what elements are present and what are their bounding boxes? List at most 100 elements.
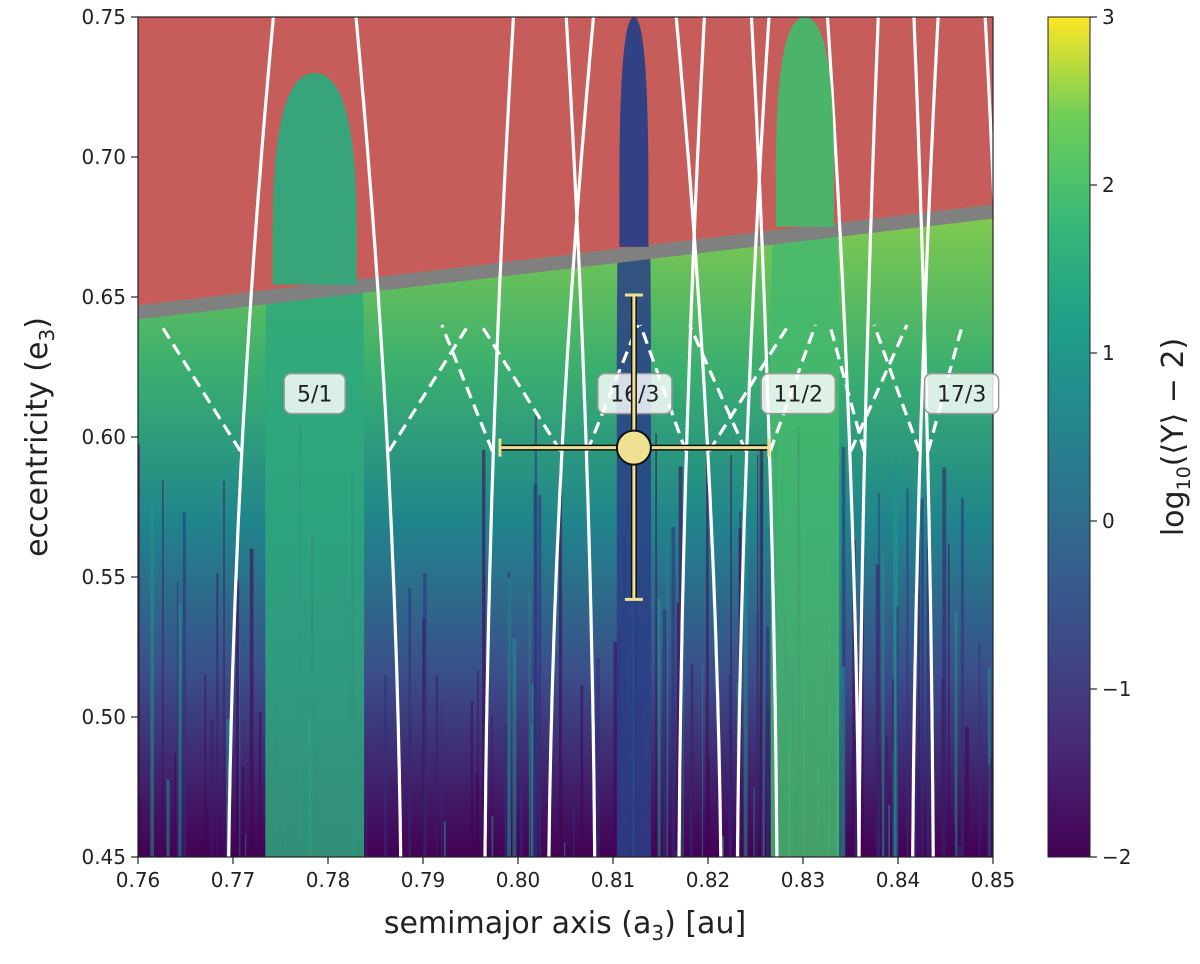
separatrix-dashed: [872, 324, 921, 452]
colorbar-tick-label: −1: [1102, 677, 1131, 701]
texture-streak: [942, 467, 947, 857]
resonance-label-5-1: 5/1: [297, 383, 332, 408]
texture-streak: [892, 678, 894, 857]
texture-streak: [953, 824, 955, 857]
resonance-plume-upper: [619, 17, 649, 247]
texture-streak: [838, 492, 843, 857]
texture-streak: [701, 664, 704, 857]
texture-streak: [766, 626, 769, 857]
x-tick-label: 0.82: [686, 868, 731, 892]
texture-streak: [162, 480, 164, 857]
texture-streak: [759, 450, 764, 857]
texture-streak: [409, 727, 411, 857]
separatrix-curve: [227, 17, 275, 857]
texture-streak: [580, 685, 584, 857]
separatrix-curve: [911, 17, 940, 857]
resonance-separatrices: [159, 17, 1049, 857]
texture-streak: [423, 573, 427, 857]
texture-streak: [491, 716, 493, 857]
texture-streak: [383, 675, 388, 857]
x-tick-label: 0.84: [876, 868, 921, 892]
texture-streak: [854, 706, 859, 857]
separatrix-curve: [674, 17, 723, 857]
planet-marker-dot: [615, 429, 652, 466]
texture-streak: [676, 602, 679, 857]
resonance-label-box: [283, 372, 346, 415]
texture-streak: [531, 684, 534, 857]
x-tick-label: 0.79: [401, 868, 446, 892]
texture-streak: [408, 588, 412, 857]
heatmap-plot-area: [138, 17, 1049, 857]
colorbar-tick-label: 0: [1102, 509, 1115, 533]
texture-streak: [435, 674, 439, 857]
texture-streak: [673, 849, 678, 857]
texture-streak: [861, 552, 864, 857]
colorbar-gradient: [1047, 16, 1091, 858]
texture-streak: [512, 638, 517, 857]
texture-streak: [875, 564, 880, 857]
texture-streak: [965, 726, 969, 857]
texture-streak: [987, 667, 991, 857]
texture-streak: [239, 637, 241, 857]
texture-streak: [559, 468, 563, 857]
y-tick-label: 0.55: [81, 565, 126, 589]
texture-streak: [888, 805, 891, 857]
colorbar-tick-label: 2: [1102, 173, 1115, 197]
x-tick-label: 0.77: [211, 868, 256, 892]
x-tick-label: 0.76: [116, 868, 161, 892]
texture-streak: [519, 782, 523, 857]
texture-streak: [690, 663, 694, 857]
x-axis-title: semimajor axis (a3) [au]: [384, 906, 746, 945]
texture-streak: [482, 450, 486, 857]
texture-streak: [893, 471, 898, 857]
separatrix-dashed: [387, 324, 470, 452]
texture-streak: [852, 539, 856, 857]
texture-streak: [226, 719, 230, 857]
y-tick-label: 0.45: [81, 845, 126, 869]
texture-streak: [671, 527, 676, 857]
texture-streak: [706, 442, 709, 857]
texture-streak: [443, 821, 446, 857]
y-tick-label: 0.70: [81, 145, 126, 169]
texture-streak: [841, 446, 846, 857]
texture-streak: [666, 533, 669, 857]
texture-streak: [475, 773, 479, 857]
separatrix-curve: [483, 17, 516, 857]
separatrix-dashed: [707, 324, 790, 452]
separatrix-dashed: [1004, 325, 1049, 451]
texture-streak: [528, 591, 531, 857]
separatrix-dashed: [688, 324, 748, 452]
separatrix-dashed: [849, 324, 909, 452]
separatrix-curve: [857, 17, 880, 857]
y-tick-label: 0.50: [81, 705, 126, 729]
texture-streak: [573, 802, 575, 857]
colorbar-tick-label: 1: [1102, 341, 1115, 365]
texture-streak: [182, 512, 186, 857]
texture-streak: [564, 842, 566, 857]
colorbar-tick-label: −2: [1102, 845, 1131, 869]
texture-streak: [470, 701, 473, 857]
y-tick-label: 0.75: [81, 5, 126, 29]
texture-streak: [657, 598, 661, 857]
texture-streak: [720, 836, 724, 857]
texture-streak: [249, 548, 254, 857]
texture-streak: [176, 582, 179, 857]
texture-streak: [987, 764, 991, 857]
texture-streak: [954, 611, 958, 857]
colorbar: −2 −1 0 1 2 3 log10(⟨Y⟩ − 2): [1047, 5, 1195, 869]
texture-streak: [841, 666, 846, 857]
texture-streak: [927, 548, 931, 857]
separatrix-curve: [564, 17, 597, 857]
texture-streak: [534, 415, 537, 857]
separatrix-dashed: [440, 324, 494, 452]
texture-streak: [596, 658, 600, 857]
texture-streak: [538, 494, 542, 857]
resonance-label-box: [923, 372, 1000, 415]
texture-streak: [703, 811, 705, 857]
colorbar-label: log10(⟨Y⟩ − 2): [1156, 338, 1195, 536]
separatrix-dashed: [159, 324, 242, 452]
y-tick-label: 0.65: [81, 285, 126, 309]
texture-streak: [507, 577, 511, 857]
y-axis-ticks: 0.45 0.50 0.55 0.60 0.65 0.70 0.75: [81, 5, 138, 869]
resonance-label-11-2: 11/2: [774, 383, 823, 408]
